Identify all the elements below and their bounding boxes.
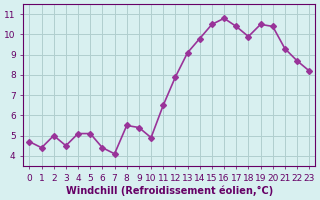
X-axis label: Windchill (Refroidissement éolien,°C): Windchill (Refroidissement éolien,°C) [66, 185, 273, 196]
